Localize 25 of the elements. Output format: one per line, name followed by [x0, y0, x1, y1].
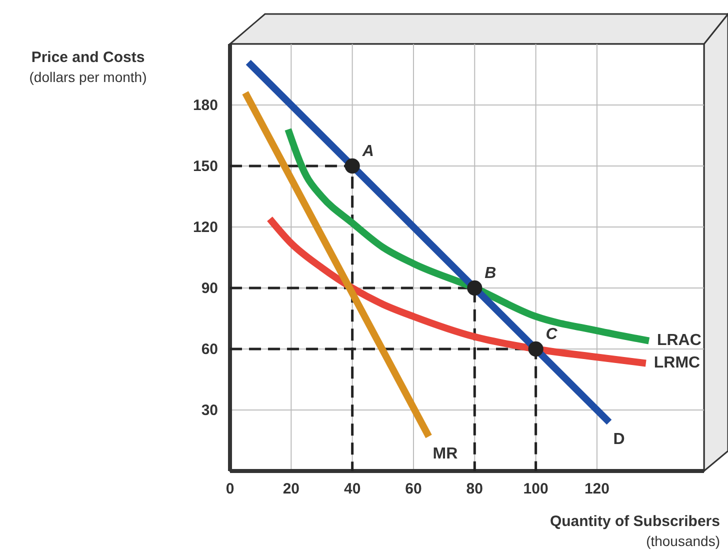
annotation: C [546, 326, 558, 343]
series-label: LRMC [654, 354, 701, 372]
point [528, 341, 544, 357]
y-tick-label: 120 [192, 218, 218, 236]
point [467, 280, 482, 296]
y-tick-label: 150 [192, 158, 218, 175]
series-label: LRAC [656, 332, 702, 350]
x-tick-label: 80 [466, 480, 483, 498]
x-tick-label: 20 [282, 480, 300, 498]
y-tick-label: 30 [201, 402, 218, 419]
annotation: A [361, 143, 374, 160]
y-tick-label: 180 [192, 96, 218, 114]
series-label: MR [432, 445, 458, 462]
x-tick-label: 100 [523, 480, 548, 498]
y-tick-label: 60 [201, 340, 218, 358]
series-label: D [613, 431, 625, 448]
y-axis-title: Price and Costs (dollars per month) [29, 49, 147, 85]
x-tick-label: 40 [344, 480, 361, 498]
point [344, 158, 360, 174]
x-tick-label: 0 [226, 480, 234, 498]
annotation: B [484, 265, 496, 282]
x-tick-label: 60 [405, 480, 422, 498]
x-tick-label: 120 [584, 480, 610, 498]
x-axis-title: Quantity of Subscribers (thousands) [550, 513, 720, 549]
y-tick-label: 90 [201, 280, 218, 297]
